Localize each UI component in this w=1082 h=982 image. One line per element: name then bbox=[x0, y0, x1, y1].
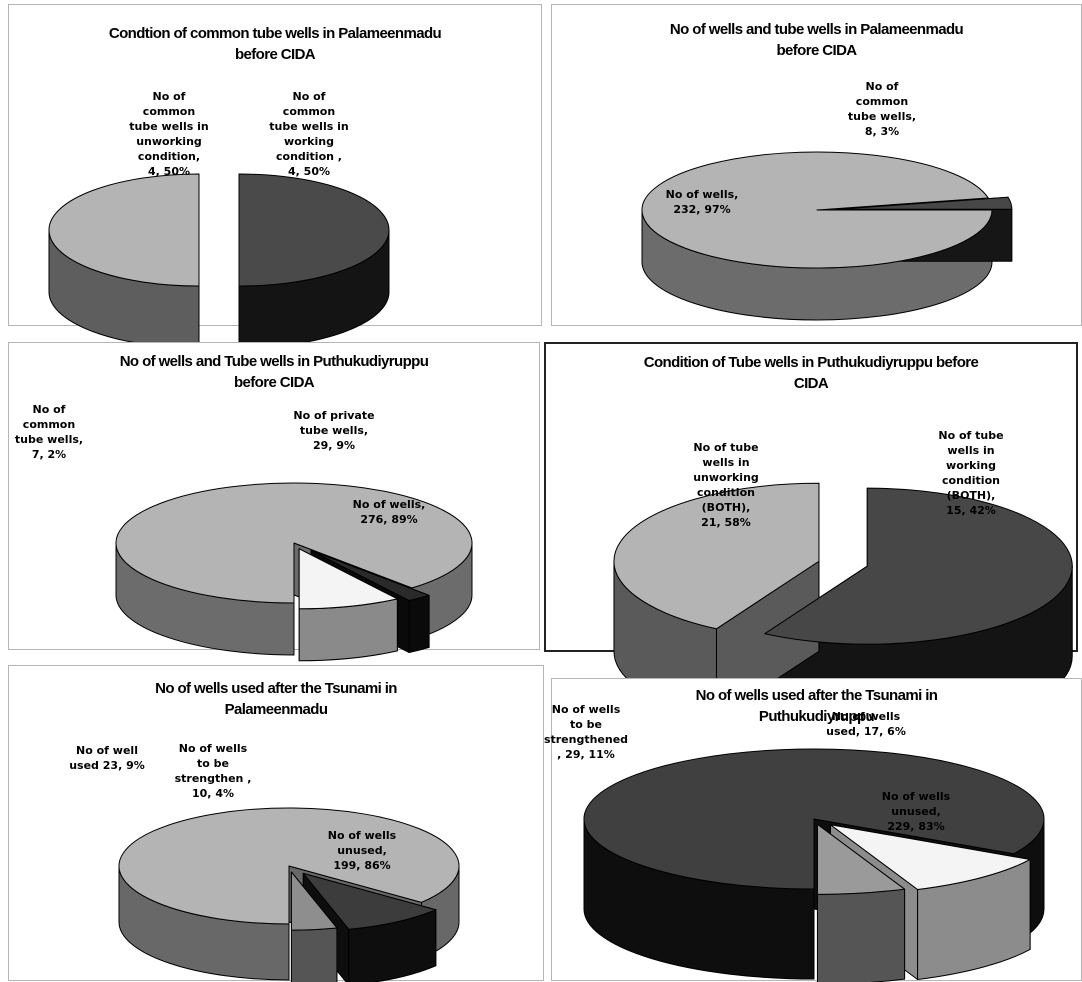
pie-chart-4: No of tube wells in unworking condition (BOT… bbox=[613, 429, 1073, 735]
pie-data-label: No of common tube wells, 7, 2% bbox=[15, 403, 83, 461]
pie-slice bbox=[613, 482, 820, 630]
pie-data-label: No of wells to be strengthened, 29, 11% bbox=[544, 703, 628, 761]
pie-data-label: No of private tube wells, 29, 9% bbox=[293, 409, 374, 452]
pie-wedge-side bbox=[816, 888, 906, 982]
pie-data-label: No of wells, 276, 89% bbox=[353, 498, 426, 526]
chart-panel-5: No of wells used after the Tsunami in Pa… bbox=[8, 665, 544, 982]
pie-data-label: No of common tube wells, 8, 3% bbox=[848, 80, 916, 138]
pie-data-label: No of common tube wells in working condition… bbox=[269, 90, 348, 178]
pie-chart-2: No of wells, 232, 97% No of common tube well… bbox=[641, 80, 1013, 321]
chart-panel-3: No of wells and Tube wells in Puthukudiy… bbox=[8, 342, 540, 662]
pie-data-label: No of common tube wells in unworking conditi… bbox=[129, 90, 208, 178]
pie-wedge-side bbox=[408, 594, 430, 654]
pie-slice bbox=[816, 823, 906, 895]
pie-data-label: No of wells unused, 229, 83% bbox=[882, 790, 951, 833]
chart-panel-6: No of wells used after the Tsunami in Pu… bbox=[544, 678, 1082, 982]
pie-slice bbox=[310, 549, 430, 602]
pie-data-label: No of well used 23, 9% bbox=[69, 744, 145, 772]
chart-title-4: Condition of Tube wells in Puthukudiyrup… bbox=[643, 354, 979, 392]
pie-data-label: No of wells unused, 199, 86% bbox=[328, 829, 397, 872]
pie-slice bbox=[829, 824, 1031, 891]
pie-slice bbox=[641, 151, 993, 269]
pie-data-label: No of wells to be strengthen , 10, 4% bbox=[175, 742, 252, 800]
pie-slice bbox=[238, 173, 390, 287]
pie-slice bbox=[48, 173, 200, 287]
chart-title-1: Condtion of common tube wells in Palamee… bbox=[108, 25, 442, 63]
pie-data-label: No of wells used, 17, 6% bbox=[826, 710, 906, 738]
pie-slice bbox=[115, 482, 473, 604]
chart-title-2: No of wells and tube wells in Palameenma… bbox=[669, 21, 964, 59]
pie-slice bbox=[298, 548, 398, 610]
pie-slice bbox=[118, 807, 460, 925]
pie-data-label: No of tube wells in working condition (BOTH)… bbox=[938, 429, 1003, 517]
pie-data-label: No of wells, 232, 97% bbox=[666, 188, 739, 216]
pie-chart-6: No of wells unused, 229, 83% No of wells to … bbox=[544, 703, 1045, 982]
chart-panel-4: Condition of Tube wells in Puthukudiyrup… bbox=[544, 342, 1078, 735]
pie-slice bbox=[290, 871, 338, 931]
pie-slice bbox=[583, 748, 1045, 890]
pie-slice bbox=[764, 487, 1073, 645]
chart-title-3: No of wells and Tube wells in Puthukudiy… bbox=[119, 353, 429, 391]
pie-slice bbox=[836, 196, 1013, 210]
pie-wedge-side bbox=[290, 927, 338, 982]
pie-slice bbox=[302, 872, 437, 930]
chart-panel-2: No of wells and tube wells in Palameenma… bbox=[551, 4, 1082, 326]
pie-chart-3: No of wells, 276, 89% No of common tube well… bbox=[15, 403, 473, 662]
pie-chart-1: No of common tube wells in unworking conditi… bbox=[48, 90, 390, 349]
pie-chart-5: No of wells unused, 199, 86% No of well used… bbox=[69, 742, 460, 982]
chart-title-6: No of wells used after the Tsunami in Pu… bbox=[695, 687, 938, 725]
chart-panel-1: Condtion of common tube wells in Palamee… bbox=[8, 4, 542, 349]
pie-data-label: No of tube wells in unworking condition (BOT… bbox=[693, 441, 759, 529]
chart-title-5: No of wells used after the Tsunami in Pa… bbox=[155, 680, 397, 718]
